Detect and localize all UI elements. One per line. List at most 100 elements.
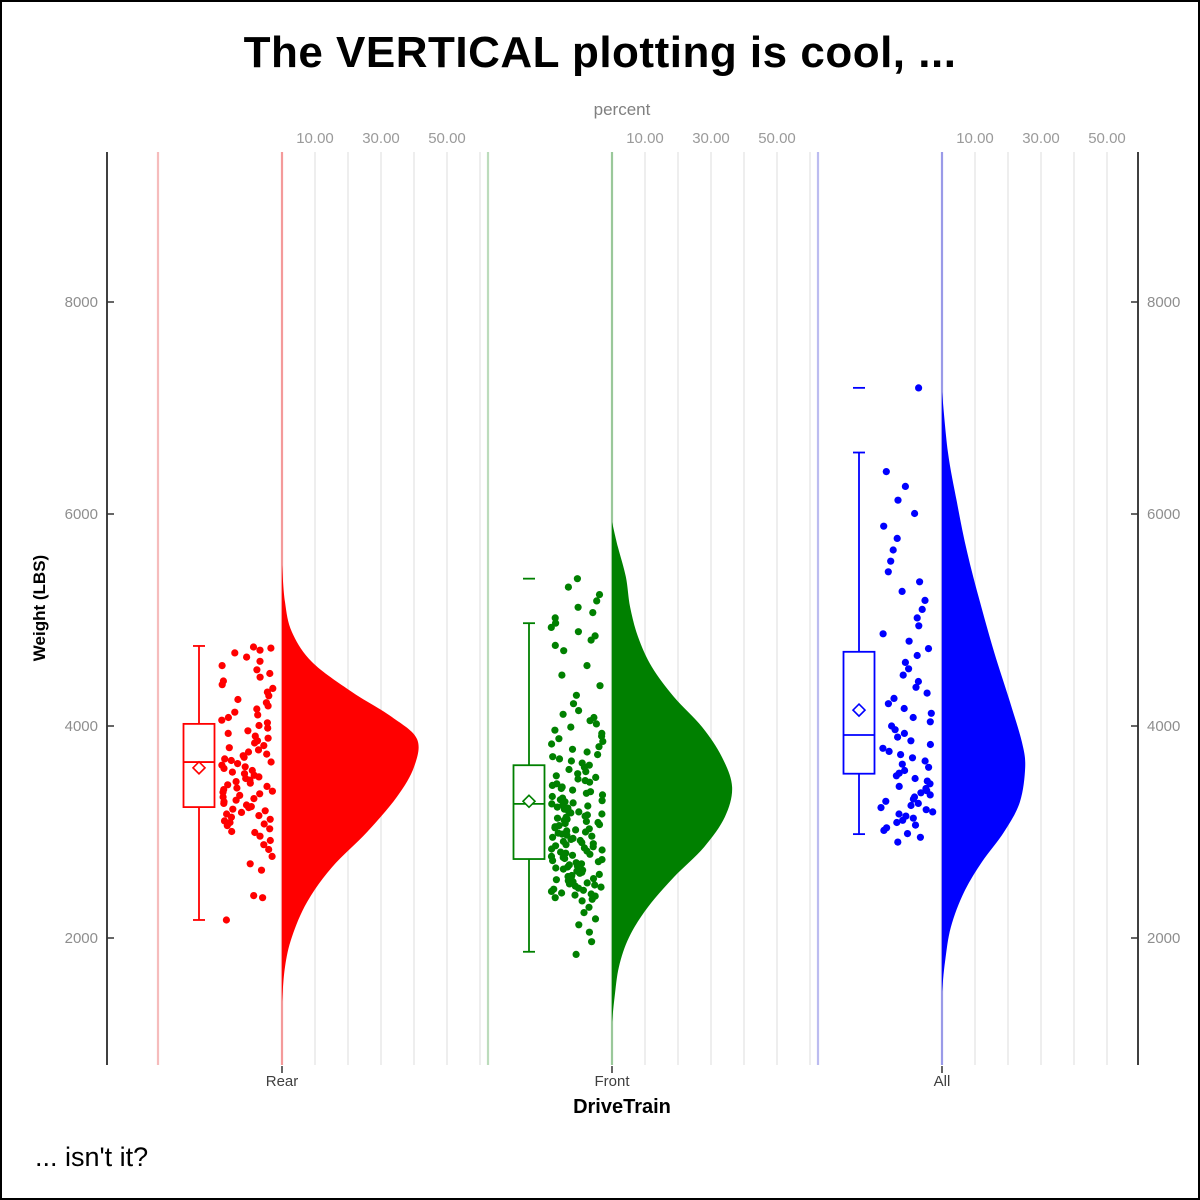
data-point bbox=[907, 801, 915, 810]
data-point bbox=[568, 851, 577, 859]
data-point bbox=[598, 797, 606, 805]
data-point bbox=[880, 522, 888, 530]
data-point bbox=[897, 751, 905, 759]
data-point bbox=[918, 605, 926, 614]
data-point bbox=[229, 805, 237, 813]
data-point bbox=[572, 950, 580, 959]
data-point bbox=[257, 866, 266, 874]
data-point bbox=[552, 772, 560, 780]
data-point bbox=[266, 825, 274, 833]
data-point bbox=[888, 722, 896, 730]
data-point bbox=[887, 557, 895, 565]
data-point bbox=[267, 758, 275, 766]
data-point bbox=[893, 818, 901, 827]
data-point bbox=[256, 790, 264, 798]
data-point bbox=[583, 662, 591, 670]
data-point bbox=[591, 632, 599, 640]
data-point bbox=[895, 810, 903, 818]
data-point bbox=[585, 761, 593, 769]
data-point bbox=[594, 818, 602, 827]
data-point bbox=[555, 735, 563, 743]
data-point bbox=[884, 568, 892, 576]
category-label-all: All bbox=[933, 1073, 951, 1090]
data-point bbox=[248, 766, 256, 775]
data-point bbox=[923, 689, 931, 697]
data-point bbox=[877, 804, 885, 812]
top-axis-title: percent bbox=[593, 100, 651, 119]
percent-tick-label: 50.00 bbox=[1088, 130, 1126, 147]
data-point bbox=[553, 814, 562, 822]
data-point bbox=[895, 769, 903, 777]
data-point bbox=[915, 622, 923, 630]
percent-tick-label: 10.00 bbox=[296, 130, 334, 147]
data-point bbox=[266, 836, 274, 845]
data-point bbox=[558, 889, 566, 897]
data-point bbox=[914, 677, 923, 686]
data-point bbox=[895, 782, 903, 791]
data-point bbox=[925, 763, 933, 771]
data-point bbox=[901, 482, 910, 490]
data-point bbox=[901, 658, 910, 667]
data-point bbox=[910, 793, 919, 801]
data-point bbox=[597, 883, 605, 891]
percent-tick-label: 10.00 bbox=[956, 130, 994, 147]
data-point bbox=[590, 713, 598, 722]
data-point bbox=[262, 699, 270, 707]
data-point bbox=[883, 824, 891, 832]
data-point bbox=[575, 707, 583, 715]
percent-tick-label: 30.00 bbox=[362, 130, 400, 147]
data-point bbox=[914, 799, 922, 808]
data-point bbox=[558, 783, 566, 791]
data-point bbox=[569, 700, 578, 708]
data-point bbox=[551, 641, 559, 650]
points-rear bbox=[218, 643, 277, 924]
data-point bbox=[578, 759, 586, 767]
data-point bbox=[589, 875, 598, 883]
data-point bbox=[249, 643, 258, 651]
data-point bbox=[565, 765, 573, 774]
data-point bbox=[591, 881, 599, 889]
data-point bbox=[264, 724, 272, 732]
chart-caption: ... isn't it? bbox=[35, 1142, 149, 1172]
data-point bbox=[922, 806, 930, 814]
points-front bbox=[547, 575, 607, 959]
data-point bbox=[265, 845, 273, 854]
data-point bbox=[552, 842, 560, 850]
data-point bbox=[583, 879, 591, 887]
data-point bbox=[225, 744, 233, 752]
data-point bbox=[564, 583, 573, 591]
data-point bbox=[574, 603, 582, 611]
data-point bbox=[548, 800, 556, 808]
data-point bbox=[912, 683, 920, 691]
data-point bbox=[903, 830, 912, 838]
data-point bbox=[266, 815, 274, 823]
data-point bbox=[885, 747, 893, 756]
data-point bbox=[563, 827, 571, 835]
data-point bbox=[259, 894, 267, 902]
data-point bbox=[269, 684, 277, 693]
data-point bbox=[927, 709, 935, 717]
data-point bbox=[592, 773, 600, 782]
data-point bbox=[926, 740, 935, 749]
data-point bbox=[551, 894, 559, 902]
data-point bbox=[916, 578, 924, 586]
data-point bbox=[559, 837, 568, 846]
data-point bbox=[549, 753, 557, 761]
data-point bbox=[246, 860, 254, 868]
data-point bbox=[218, 716, 226, 724]
data-point bbox=[899, 671, 907, 679]
data-point bbox=[574, 775, 582, 783]
data-point bbox=[598, 810, 606, 818]
data-point bbox=[256, 657, 264, 665]
data-point bbox=[901, 766, 909, 775]
percent-tick-label: 50.00 bbox=[758, 130, 796, 147]
data-point bbox=[231, 649, 239, 657]
data-point bbox=[596, 682, 604, 690]
data-point bbox=[231, 708, 239, 716]
category-label-rear: Rear bbox=[265, 1073, 299, 1090]
data-point bbox=[548, 740, 556, 748]
y-tick-label-right: 4000 bbox=[1147, 718, 1180, 735]
data-point bbox=[574, 770, 582, 778]
